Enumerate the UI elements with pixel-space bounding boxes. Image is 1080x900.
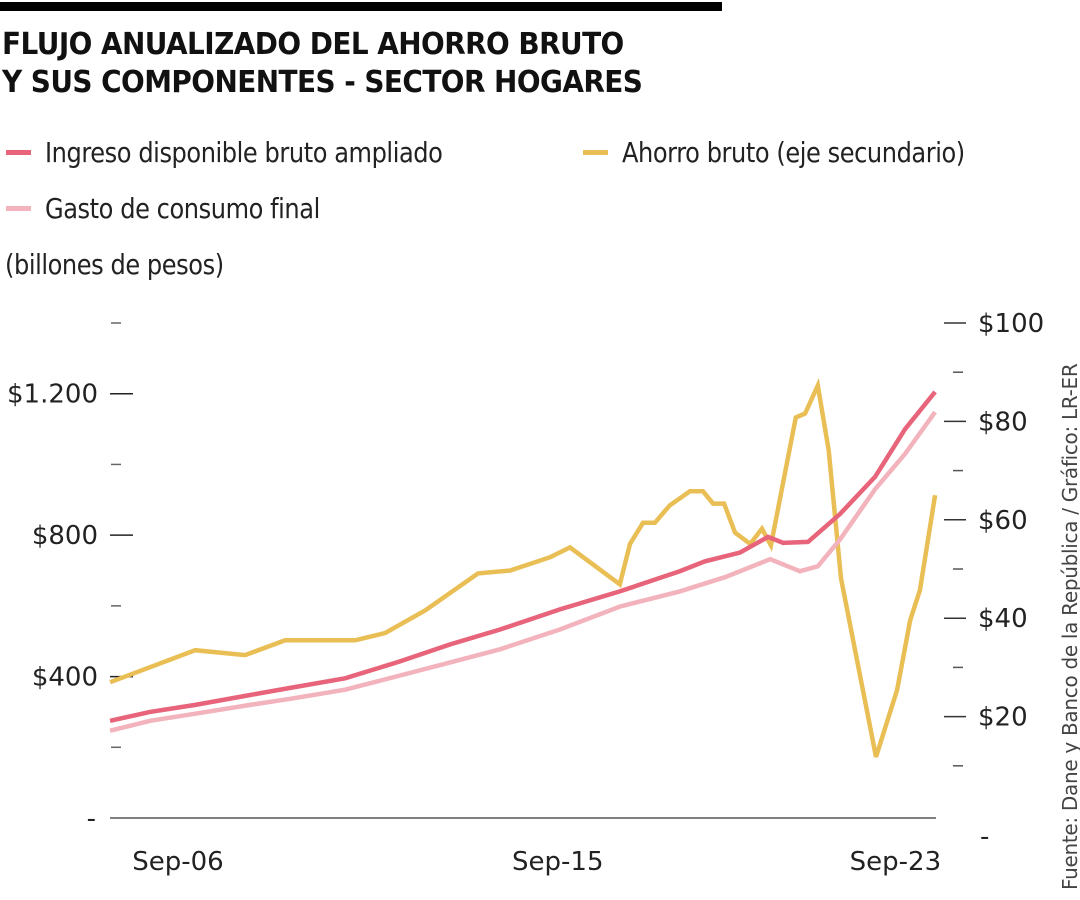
legend-item-gasto: Gasto de consumo final — [6, 192, 365, 225]
secondary-y-axis: - $20 $40 $60 $80 $100 — [944, 309, 1044, 852]
unit-label: (billones de pesos) — [5, 248, 224, 281]
secondary-tick-label: $60 — [978, 506, 1028, 536]
primary-tick-label: - — [87, 804, 96, 834]
primary-tick-label: $1.200 — [7, 380, 98, 410]
chart-title: FLUJO ANUALIZADO DEL AHORRO BRUTO Y SUS … — [2, 26, 709, 102]
top-rule — [0, 2, 722, 11]
primary-tick-label: $400 — [32, 663, 98, 693]
legend-label-ahorro: Ahorro bruto (eje secundario) — [622, 136, 965, 169]
legend-swatch-gasto — [6, 206, 31, 211]
legend-item-ahorro: Ahorro bruto (eje secundario) — [583, 136, 1021, 169]
primary-tick-label: $800 — [32, 521, 98, 551]
series-line-gasto — [109, 410, 937, 733]
legend-item-ingreso: Ingreso disponible bruto ampliado — [6, 136, 507, 169]
legend-label-ingreso: Ingreso disponible bruto ampliado — [45, 136, 443, 169]
secondary-tick-label: $100 — [978, 309, 1044, 339]
x-tick-label: Sep-06 — [132, 847, 223, 877]
series-line-ingreso — [109, 390, 937, 723]
series-line-ahorro — [109, 377, 938, 758]
x-axis: Sep-06 Sep-15 Sep-23 — [132, 847, 941, 877]
primary-y-axis: - $400 $800 $1.200 — [7, 322, 936, 834]
legend-swatch-ahorro — [583, 150, 608, 155]
chart-title-line1: FLUJO ANUALIZADO DEL AHORRO BRUTO — [2, 27, 624, 62]
source-note: Fuente: Dane y Banco de la República / G… — [1058, 363, 1080, 890]
secondary-tick-label: $20 — [978, 703, 1028, 733]
secondary-tick-label: $80 — [978, 407, 1028, 437]
x-tick-label: Sep-23 — [850, 847, 941, 877]
legend-swatch-ingreso — [6, 150, 31, 155]
x-tick-label: Sep-15 — [512, 847, 603, 877]
legend-label-gasto: Gasto de consumo final — [45, 192, 320, 225]
secondary-tick-label: - — [980, 822, 989, 852]
chart-title-line2: Y SUS COMPONENTES - SECTOR HOGARES — [2, 65, 643, 100]
secondary-tick-label: $40 — [978, 604, 1028, 634]
series-group — [109, 377, 938, 758]
